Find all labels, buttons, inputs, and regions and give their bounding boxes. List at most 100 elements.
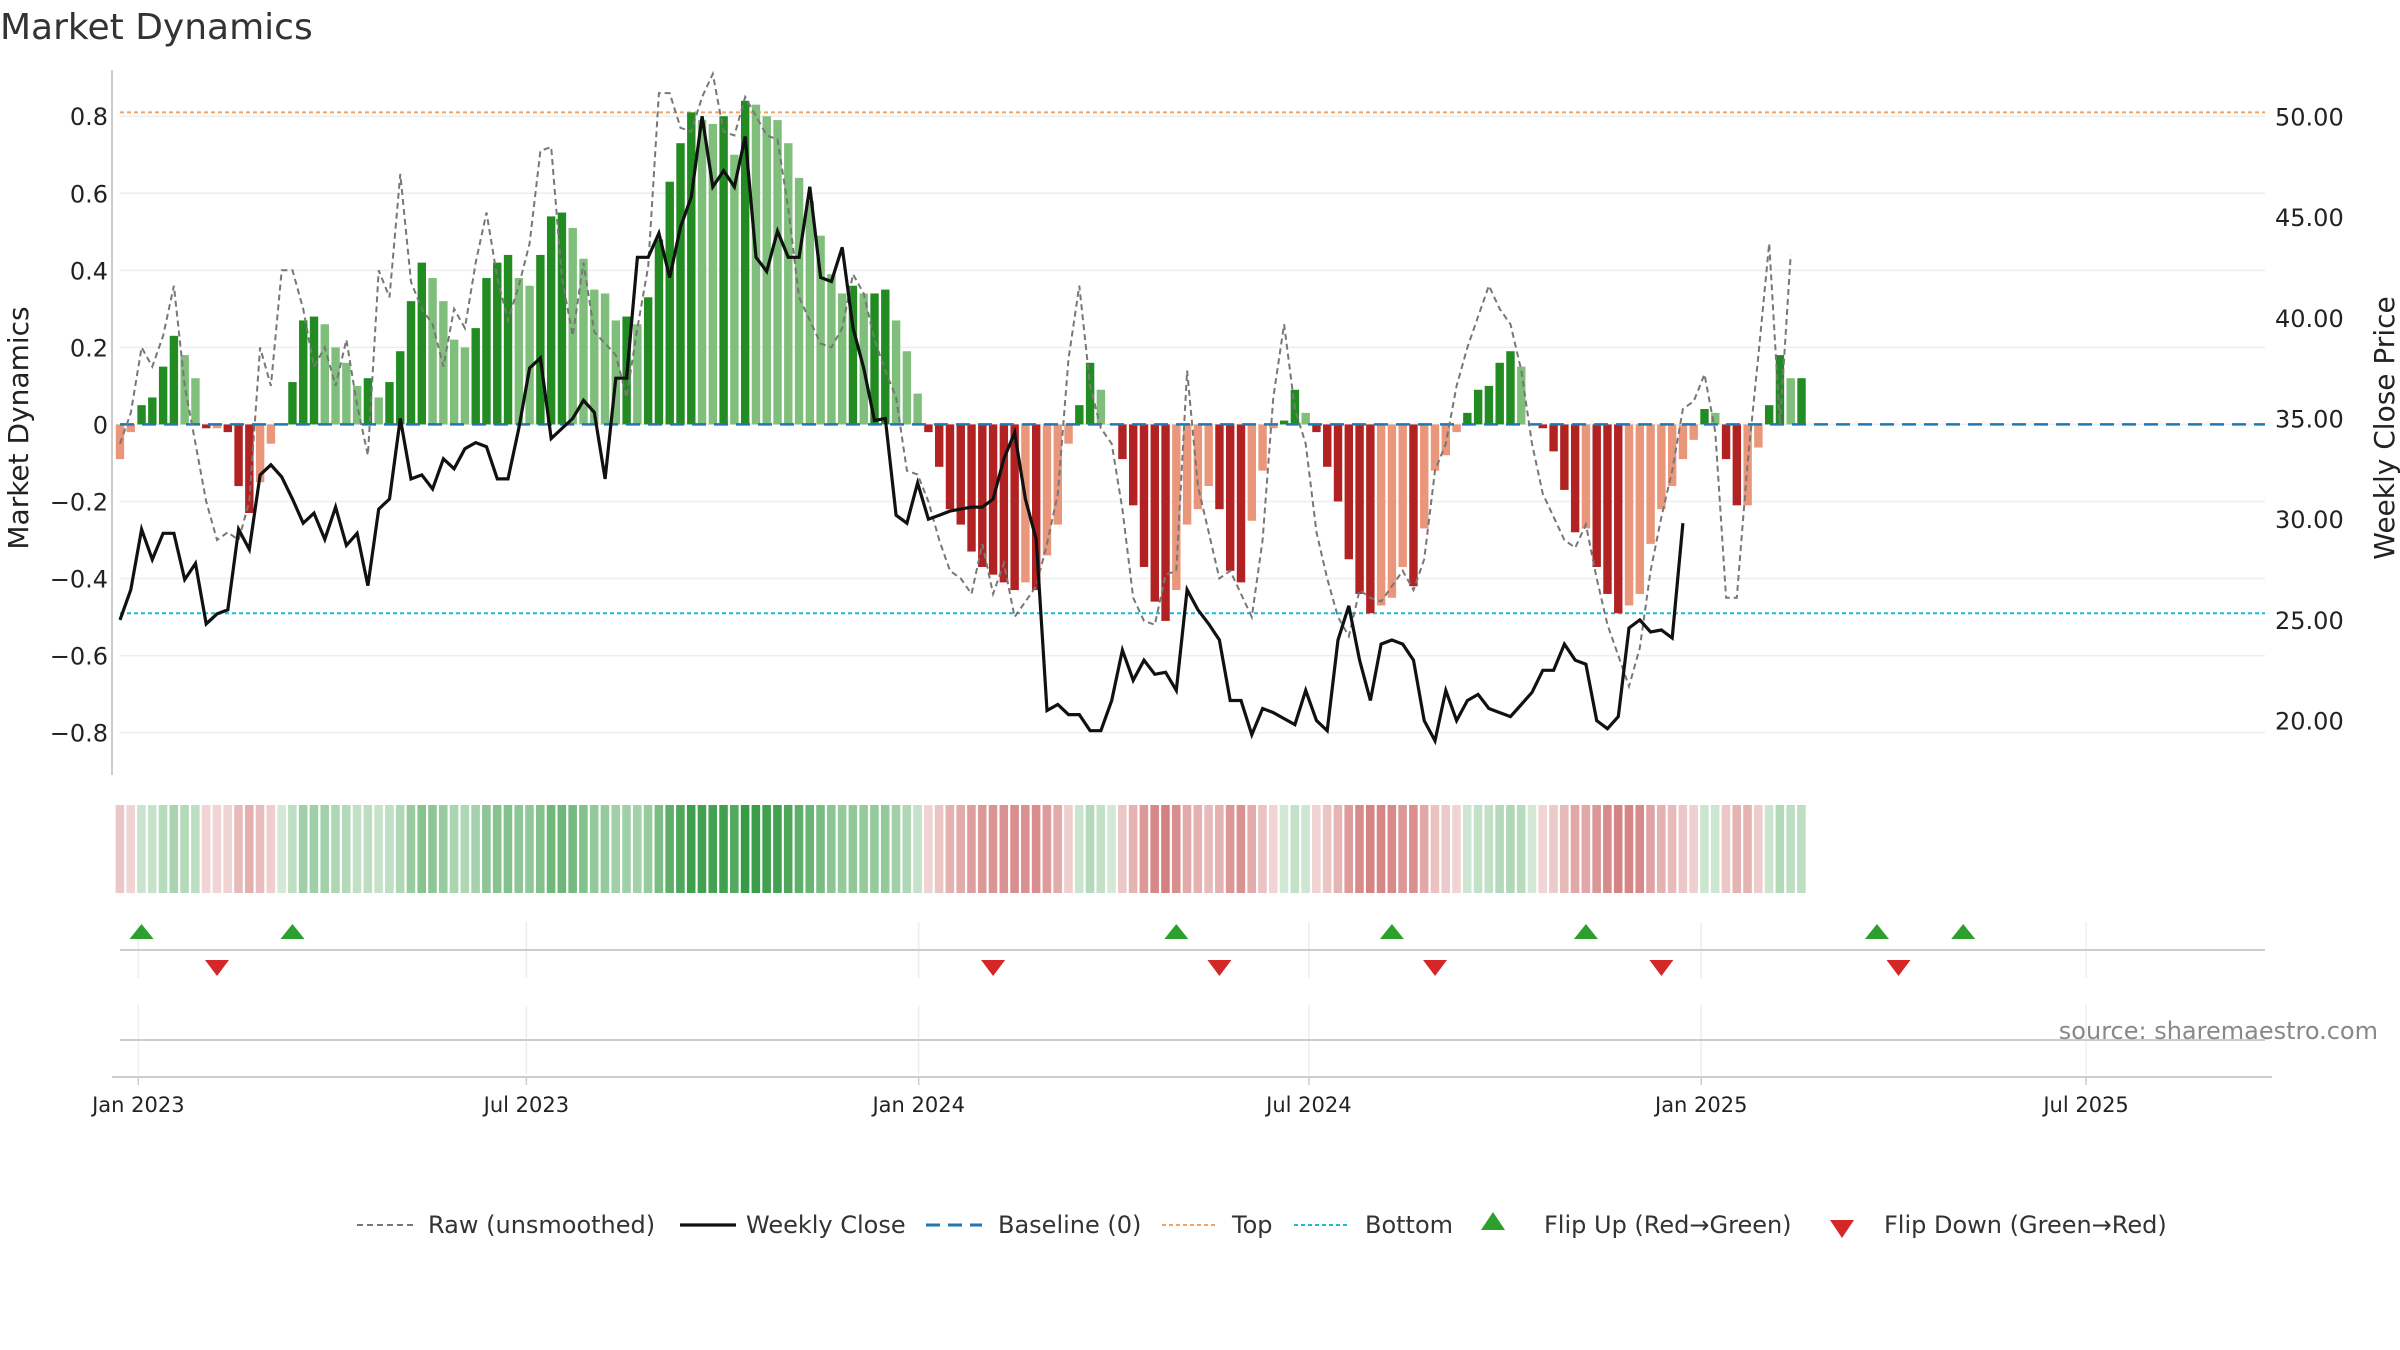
momentum-bar	[1700, 409, 1709, 425]
momentum-bar	[1333, 424, 1343, 502]
y-tick-label: 0	[93, 411, 108, 439]
momentum-bar	[1603, 424, 1612, 594]
heat-cell	[298, 805, 308, 893]
momentum-bar	[137, 405, 146, 425]
heat-cell	[1290, 805, 1300, 893]
heat-cell	[1462, 805, 1472, 893]
momentum-bar	[1387, 424, 1397, 598]
momentum-bar	[1118, 424, 1127, 460]
chart-title: Market Dynamics	[0, 7, 313, 48]
heat-cell	[1096, 805, 1106, 893]
heat-cell	[1010, 805, 1019, 893]
momentum-bar	[1560, 424, 1569, 490]
heat-cell	[503, 805, 513, 893]
heat-cell	[1247, 805, 1256, 893]
flip-up-icon	[1573, 924, 1598, 939]
heat-cell	[1689, 805, 1698, 893]
heat-cell	[169, 805, 179, 893]
momentum-bar	[169, 335, 179, 425]
heat-cell	[1678, 805, 1688, 893]
momentum-bar	[1204, 424, 1213, 487]
momentum-bar	[1549, 424, 1558, 452]
heat-cell	[1333, 805, 1343, 893]
flip-markers	[129, 924, 1976, 976]
momentum-bar	[1592, 424, 1601, 567]
momentum-bar	[266, 424, 276, 444]
momentum-bar	[740, 100, 750, 425]
heat-cell	[1387, 805, 1397, 893]
heat-cell	[1042, 805, 1052, 893]
heat-cell	[870, 805, 879, 893]
momentum-bar	[536, 254, 545, 425]
momentum-bar	[396, 351, 405, 425]
y2-axis-label: Weekly Close Price	[2368, 296, 2400, 559]
flip-up-icon	[1379, 924, 1404, 939]
heat-cell	[363, 805, 373, 893]
flip-panel-grid	[137, 922, 2087, 1075]
momentum-bar	[1657, 424, 1666, 510]
chart-legend: Raw (unsmoothed) Weekly Close Baseline (…	[357, 1211, 2167, 1239]
momentum-bar	[1236, 424, 1246, 583]
momentum-bar	[1172, 424, 1181, 591]
heat-cell	[643, 805, 653, 893]
momentum-bar	[180, 355, 189, 425]
heat-cell	[1128, 805, 1138, 893]
heat-cell	[1031, 805, 1041, 893]
heat-cell	[913, 805, 922, 893]
heat-cell	[255, 805, 265, 893]
momentum-bar	[837, 293, 847, 425]
momentum-bar	[482, 278, 491, 425]
heat-cell	[1365, 805, 1375, 893]
momentum-bar	[568, 227, 577, 425]
momentum-bar	[158, 366, 168, 425]
momentum-bar	[1786, 378, 1795, 425]
x-tick-label: Jul 2023	[482, 1093, 569, 1117]
heat-cell	[1527, 805, 1537, 893]
heat-cell	[999, 805, 1009, 893]
heat-cell	[385, 805, 394, 893]
momentum-bar	[1495, 362, 1504, 425]
momentum-bar	[1193, 424, 1203, 510]
heat-cell	[1161, 805, 1170, 893]
heat-cell	[115, 805, 125, 893]
x-tick-label: Jan 2023	[90, 1093, 185, 1117]
momentum-bar	[245, 424, 254, 514]
momentum-bar	[1226, 424, 1235, 571]
heat-cell	[1139, 805, 1149, 893]
momentum-bar	[1344, 424, 1353, 560]
heat-cell	[827, 805, 836, 893]
flip-up-icon	[1864, 924, 1889, 939]
y-tick-label: −0.6	[50, 643, 108, 671]
heat-cell	[934, 805, 944, 893]
heat-cell	[1721, 805, 1731, 893]
momentum-bar	[1053, 424, 1062, 525]
momentum-bar	[202, 424, 211, 429]
heat-cell	[1538, 805, 1548, 893]
heat-cell	[1225, 805, 1235, 893]
heat-cell	[180, 805, 189, 893]
y-tick-label: 0.4	[70, 257, 108, 285]
y2-tick-label: 20.00	[2275, 708, 2344, 736]
momentum-bar	[1506, 351, 1515, 425]
heat-cell	[600, 805, 610, 893]
momentum-bar	[891, 320, 901, 425]
heat-cell	[902, 805, 912, 893]
source-label: source: sharemaestro.com	[2059, 1017, 2378, 1045]
momentum-bar	[859, 293, 868, 425]
heat-cell	[1258, 805, 1267, 893]
heat-cell	[1581, 805, 1591, 893]
heat-cell	[589, 805, 599, 893]
legend-label-flip-down: Flip Down (Green→Red)	[1884, 1211, 2167, 1239]
heat-cell	[1376, 805, 1386, 893]
momentum-bar	[751, 104, 761, 425]
momentum-bar	[902, 351, 912, 425]
flip-up-icon	[129, 924, 154, 939]
momentum-bar	[1215, 424, 1224, 510]
heat-cell	[686, 805, 696, 893]
heat-cell	[1484, 805, 1494, 893]
momentum-bar	[913, 393, 922, 425]
momentum-bar	[719, 116, 728, 425]
legend-label-raw: Raw (unsmoothed)	[428, 1211, 655, 1239]
heat-cell	[1171, 805, 1181, 893]
momentum-bar	[1581, 424, 1591, 529]
